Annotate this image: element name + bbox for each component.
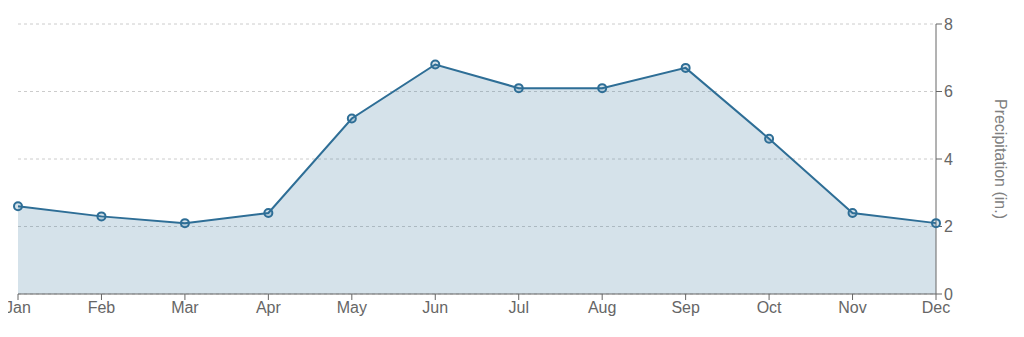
svg-text:Oct: Oct xyxy=(757,299,782,316)
svg-text:Sep: Sep xyxy=(671,299,700,316)
svg-text:Aug: Aug xyxy=(588,299,616,316)
svg-text:May: May xyxy=(337,299,367,316)
svg-text:Precipitation (in.): Precipitation (in.) xyxy=(992,99,1009,219)
svg-text:8: 8 xyxy=(944,16,953,33)
svg-text:Jun: Jun xyxy=(422,299,448,316)
svg-text:Mar: Mar xyxy=(171,299,199,316)
svg-text:Nov: Nov xyxy=(838,299,866,316)
svg-text:Dec: Dec xyxy=(921,299,951,317)
svg-text:0: 0 xyxy=(944,286,953,303)
svg-text:Feb: Feb xyxy=(88,299,116,316)
svg-text:4: 4 xyxy=(944,151,953,168)
svg-text:2: 2 xyxy=(944,218,953,235)
svg-text:6: 6 xyxy=(944,83,953,100)
svg-text:Jan: Jan xyxy=(8,299,31,316)
svg-text:Jul: Jul xyxy=(509,299,529,316)
svg-text:Apr: Apr xyxy=(256,299,282,316)
